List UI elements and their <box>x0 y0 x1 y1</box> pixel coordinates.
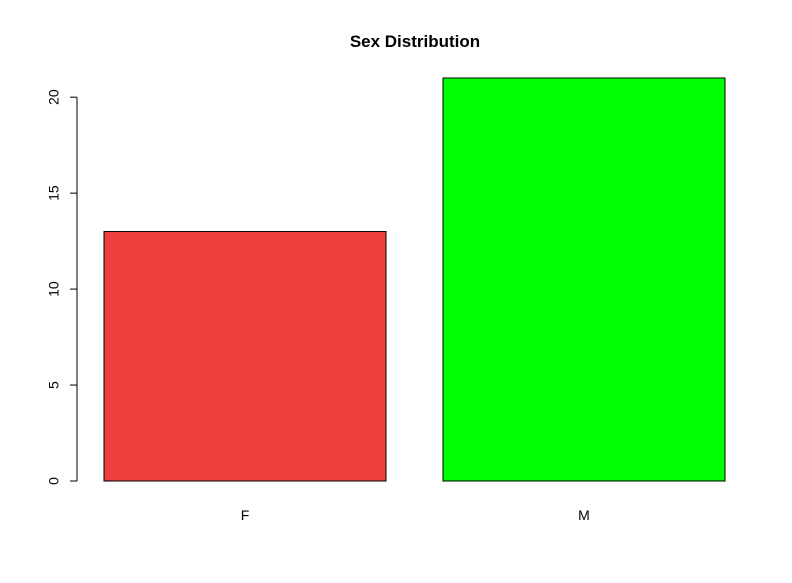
y-axis: 0 5 10 15 20 <box>46 89 78 485</box>
bar-f <box>103 231 387 482</box>
bars <box>103 77 726 482</box>
y-tick-label: 0 <box>46 477 62 485</box>
y-tick-label: 20 <box>46 89 62 105</box>
y-tick-label: 5 <box>46 381 62 389</box>
x-tick-label-f: F <box>241 507 250 523</box>
bar-m <box>442 77 726 482</box>
y-tick-label: 15 <box>46 185 62 201</box>
x-tick-label-m: M <box>578 507 590 523</box>
y-tick-label: 10 <box>46 281 62 297</box>
chart-title: Sex Distribution <box>350 32 480 51</box>
